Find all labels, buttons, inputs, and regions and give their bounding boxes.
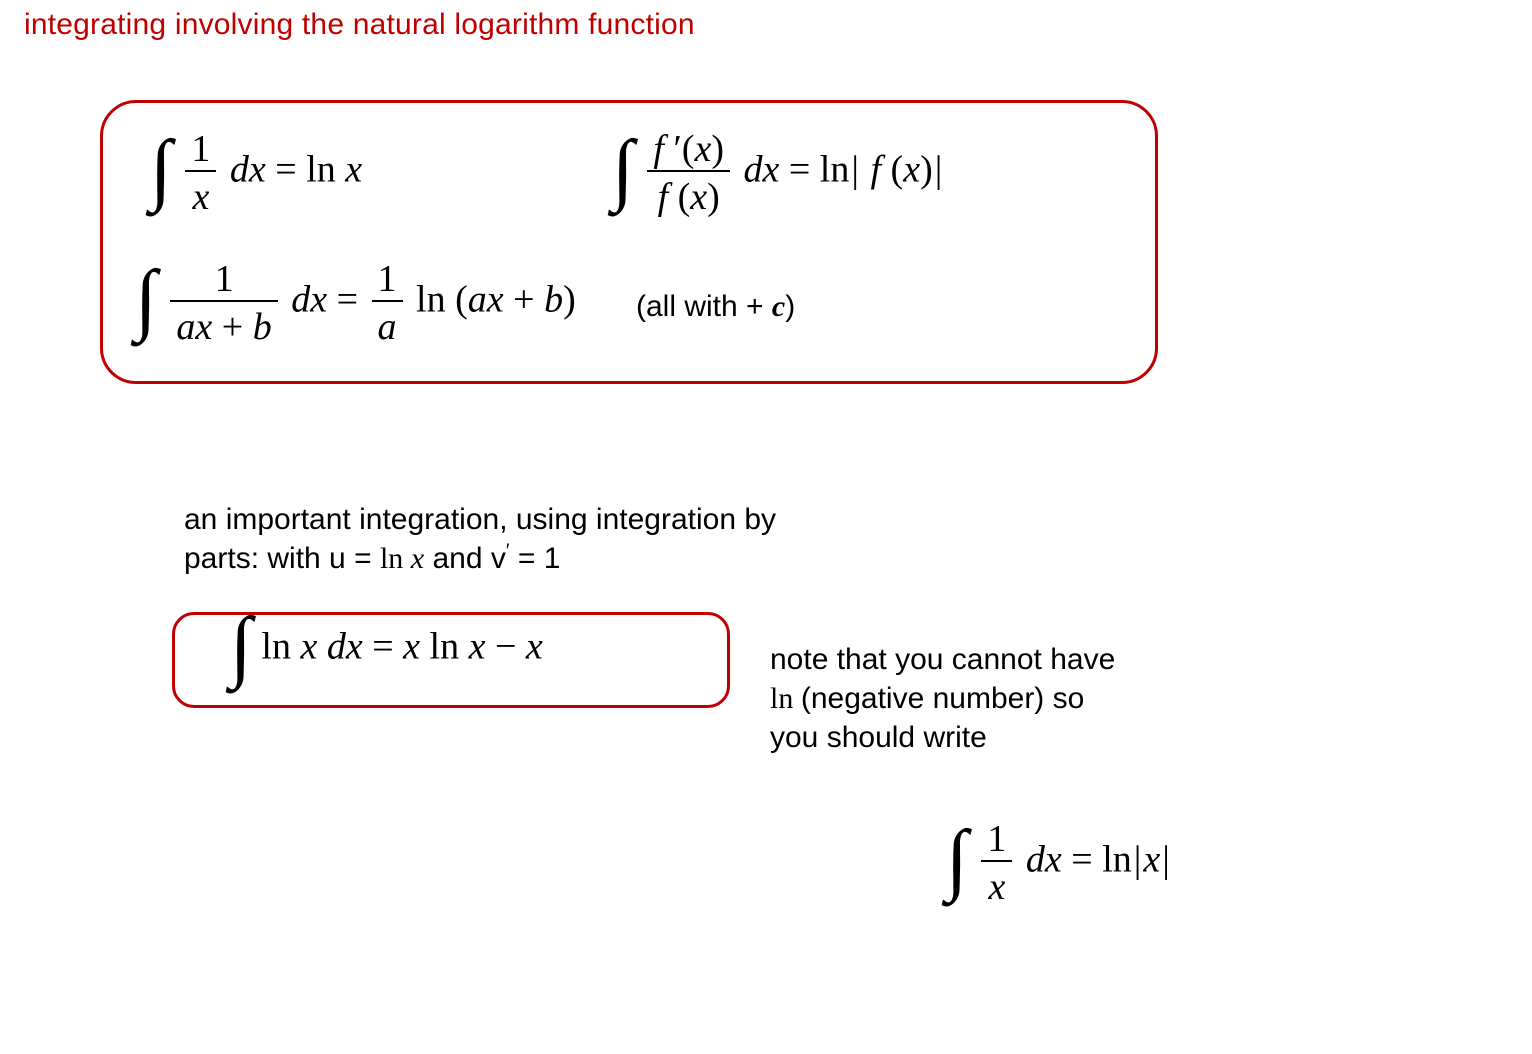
slide-page: integrating involving the natural logari…	[0, 0, 1532, 1054]
equation-5: ∫ 1 x dx = ln|x|	[946, 820, 1172, 906]
fraction-1-over-x: 1 x	[185, 130, 216, 216]
integral-symbol: ∫	[230, 614, 252, 678]
fraction-1-over-axb: 1 ax + b	[170, 260, 277, 346]
equation-4: ∫ ln x dx = x ln x − x	[230, 618, 543, 682]
all-with-c-note: (all with + c)	[636, 287, 795, 326]
integral-symbol: ∫	[135, 267, 157, 331]
page-title: integrating involving the natural logari…	[24, 8, 695, 42]
fraction-1-over-a: 1 a	[372, 260, 403, 346]
fraction-fprime-over-f: f ′(x) f (x)	[647, 130, 730, 216]
integration-by-parts-note: an important integration, using integrat…	[184, 500, 776, 578]
ln-negative-note: note that you cannot have ln (negative n…	[770, 640, 1115, 757]
integral-symbol: ∫	[946, 827, 968, 891]
integral-symbol: ∫	[612, 137, 634, 201]
equation-3: ∫ 1 ax + b dx = 1 a ln (ax + b)	[135, 260, 576, 346]
integral-symbol: ∫	[150, 137, 172, 201]
equation-2: ∫ f ′(x) f (x) dx = ln| f (x)|	[612, 130, 944, 216]
fraction-1-over-x: 1 x	[981, 820, 1012, 906]
equation-1: ∫ 1 x dx = ln x	[150, 130, 362, 216]
